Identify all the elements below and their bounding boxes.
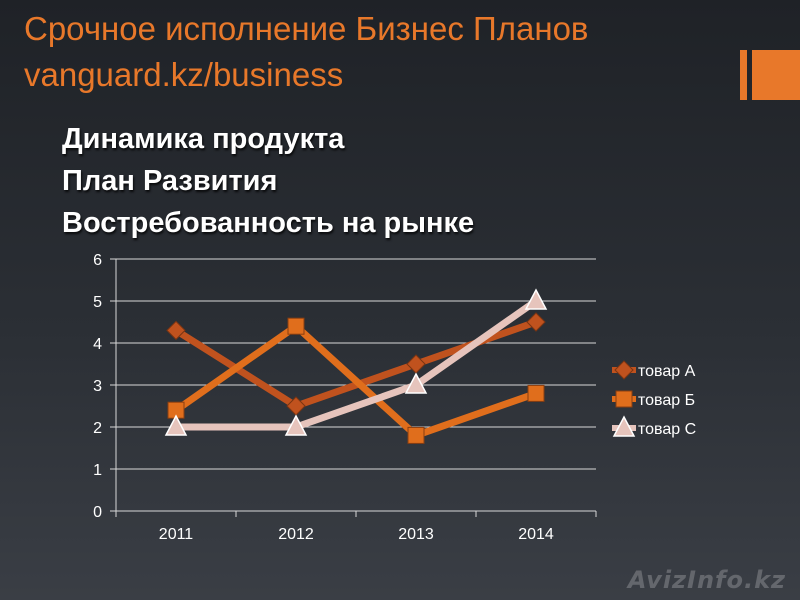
accent-block (752, 50, 800, 100)
data-point-3 (164, 414, 188, 436)
x-tick-label: 2012 (278, 526, 314, 543)
header-title-line2: vanguard.kz/business (24, 56, 344, 93)
data-point-1 (526, 312, 546, 332)
data-point-2 (527, 384, 545, 402)
series-line-3 (172, 297, 540, 431)
subtitle-line-1: Динамика продукта (62, 123, 345, 155)
watermark: AvizInfo.kz (627, 566, 786, 594)
legend-marker (615, 390, 633, 408)
data-point-3 (524, 288, 548, 310)
data-point-2 (287, 317, 305, 335)
data-point-2 (407, 426, 425, 444)
y-tick-label: 1 (93, 462, 102, 479)
x-tick-label: 2013 (398, 526, 434, 543)
slide-subtitles: Динамика продукта План Развития Востребо… (62, 118, 474, 244)
data-point-1 (166, 320, 186, 341)
data-point-1 (406, 354, 426, 374)
subtitle-line-2: План Развития (62, 165, 278, 197)
x-tick-label: 2011 (159, 526, 194, 543)
y-tick-label: 6 (93, 252, 102, 269)
x-tick-label: 2014 (518, 526, 554, 543)
y-tick-label: 3 (93, 378, 102, 395)
y-tick-label: 0 (93, 504, 102, 521)
legend-marker (612, 415, 636, 437)
y-tick-label: 5 (93, 294, 102, 311)
data-point-3 (404, 372, 428, 394)
legend-marker (614, 360, 634, 380)
accent-bar (740, 50, 747, 100)
data-point-3 (284, 414, 308, 436)
header-title-line1: Срочное исполнение Бизнес Планов (24, 10, 589, 47)
series-line-2 (172, 322, 540, 439)
legend-label: товар Б (638, 392, 695, 409)
y-tick-label: 2 (93, 420, 102, 437)
legend-label: товар А (638, 363, 696, 380)
header-title: Срочное исполнение Бизнес Планов vanguar… (24, 6, 588, 98)
subtitle-line-3: Востребованность на рынке (62, 207, 475, 239)
y-tick-label: 4 (93, 336, 102, 353)
legend-label: товар С (638, 421, 696, 438)
